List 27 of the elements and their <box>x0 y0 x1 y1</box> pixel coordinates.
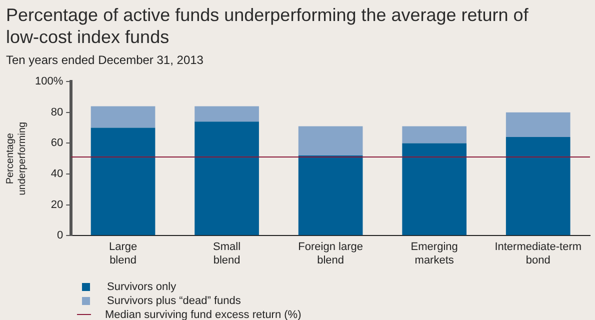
bar <box>402 143 467 236</box>
bar <box>506 112 570 138</box>
bar <box>90 128 156 236</box>
bar <box>90 106 156 128</box>
legend-label: Median surviving fund excess return (%) <box>105 308 302 320</box>
y-tick-label: 0 <box>57 230 64 242</box>
chart-subtitle: Ten years ended December 31, 2013 <box>6 53 204 67</box>
x-tick-label: Large blend <box>108 241 138 266</box>
y-tick-label: 80 <box>50 106 64 118</box>
x-tick-label: Small blend <box>213 241 241 266</box>
y-tick-label: 60 <box>50 137 64 150</box>
bar <box>194 106 259 122</box>
bar <box>298 126 363 156</box>
chart-title: Percentage of active funds underperforming the average return of low-cost index funds <box>6 4 530 48</box>
bar <box>506 137 570 236</box>
bar <box>402 126 467 144</box>
legend-label: Survivors plus “dead” funds <box>107 294 241 306</box>
y-tick-label: 40 <box>50 168 64 180</box>
legend-label: Survivors only <box>107 280 176 292</box>
y-tick-label: 20 <box>50 198 64 211</box>
y-axis-title: Percentage underperforming <box>4 122 28 196</box>
y-tick-label: 100% <box>34 76 64 88</box>
bar <box>194 122 259 236</box>
x-tick-label: Intermediate-term bond <box>494 241 582 266</box>
bar <box>298 156 363 236</box>
x-tick-label: Emerging markets <box>410 241 458 266</box>
x-tick-label: Foreign large blend <box>298 241 363 266</box>
